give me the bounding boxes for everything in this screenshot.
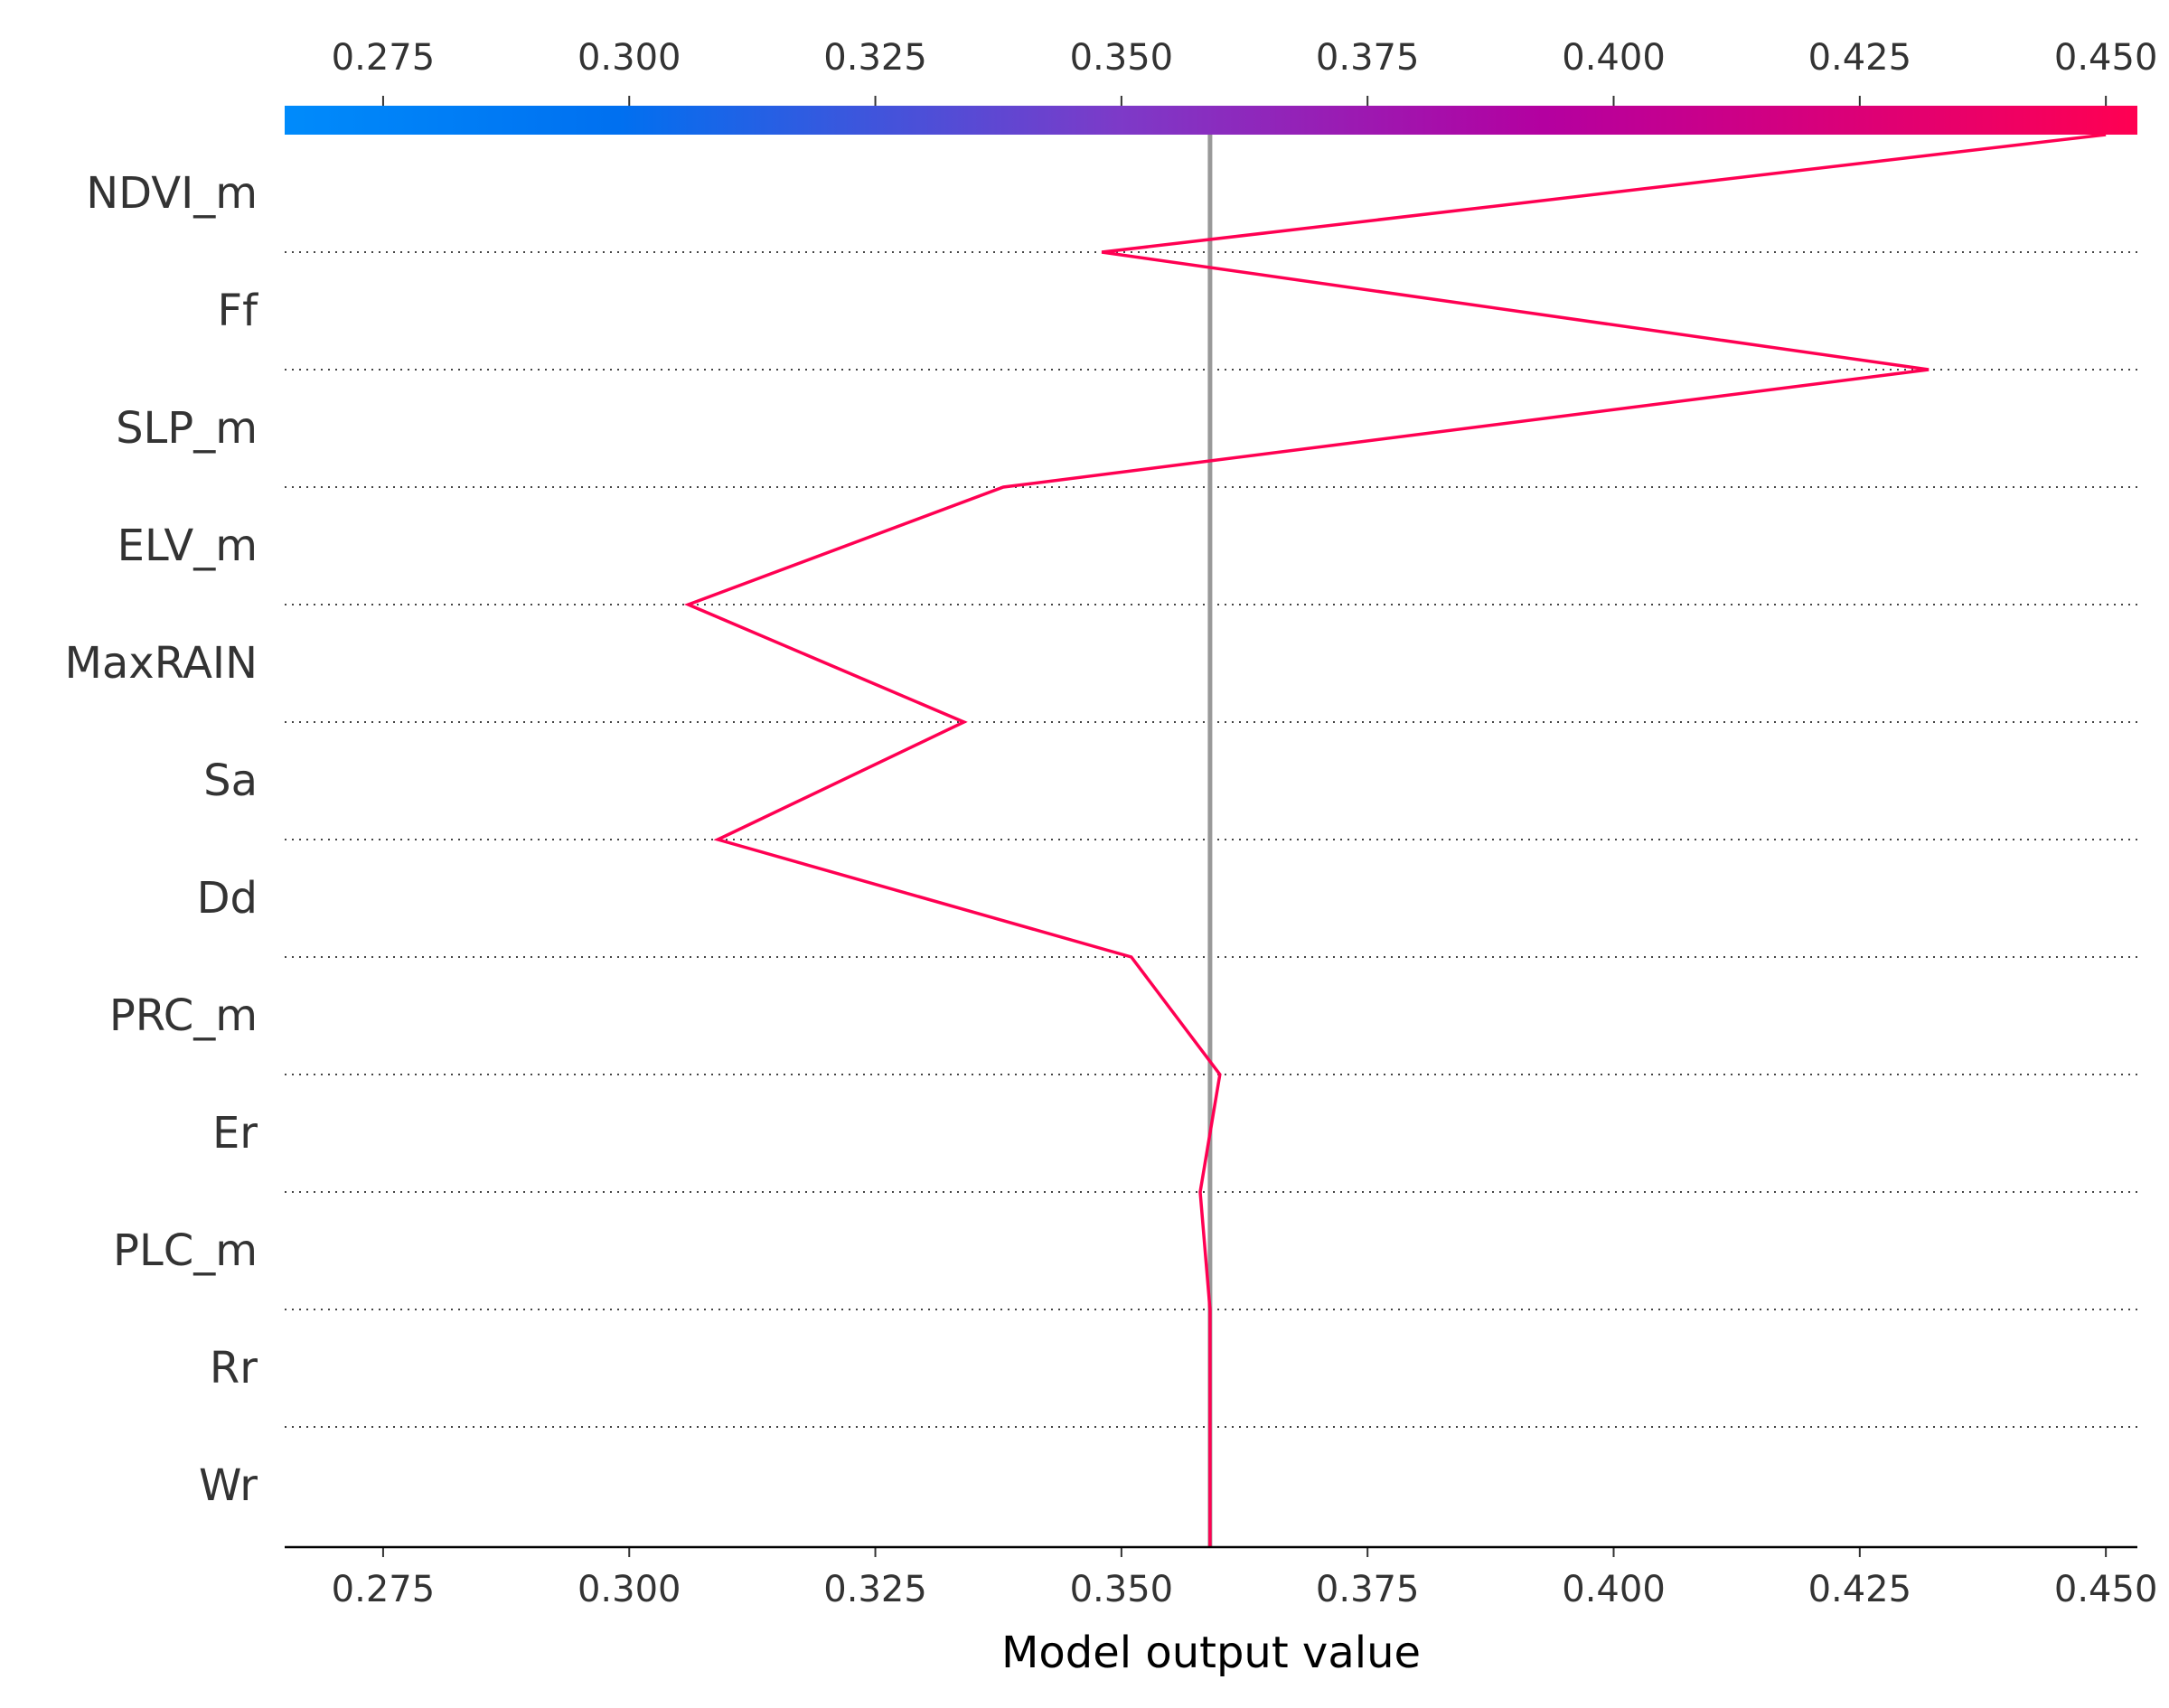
feature-label: Dd <box>197 873 258 924</box>
feature-label: Wr <box>199 1460 258 1511</box>
feature-label: Sa <box>203 755 258 806</box>
bottom-tick-label: 0.425 <box>1808 1569 1912 1610</box>
feature-label: Er <box>212 1108 258 1159</box>
bottom-tick-label: 0.350 <box>1070 1569 1174 1610</box>
top-tick-label: 0.275 <box>332 37 436 79</box>
feature-label: ELV_m <box>117 521 258 571</box>
bottom-tick-label: 0.275 <box>332 1569 436 1610</box>
feature-label: PLC_m <box>113 1225 258 1276</box>
bottom-tick-label: 0.375 <box>1316 1569 1420 1610</box>
top-tick-label: 0.400 <box>1562 37 1666 79</box>
bottom-tick-label: 0.325 <box>823 1569 927 1610</box>
top-tick-label: 0.300 <box>577 37 681 79</box>
x-axis-title: Model output value <box>1001 1628 1421 1678</box>
top-tick-label: 0.350 <box>1070 37 1174 79</box>
feature-label: PRC_m <box>109 990 258 1041</box>
bottom-tick-label: 0.300 <box>577 1569 681 1610</box>
feature-label: NDVI_m <box>86 168 258 219</box>
feature-label: SLP_m <box>116 403 258 454</box>
bottom-axis: 0.275 0.300 0.325 0.350 0.375 0.400 0.425 0.450 <box>332 1547 2158 1610</box>
top-tick-label: 0.325 <box>823 37 927 79</box>
feature-labels: NDVI_m Ff SLP_m ELV_m MaxRAIN Sa Dd PRC_m Er PLC_… <box>64 168 258 1511</box>
bottom-tick-label: 0.400 <box>1562 1569 1666 1610</box>
feature-label: Ff <box>217 286 258 336</box>
colorbar <box>285 106 2137 135</box>
top-axis: 0.275 0.300 0.325 0.350 0.375 0.400 0.425 0.450 <box>332 37 2158 106</box>
top-tick-label: 0.450 <box>2054 37 2158 79</box>
feature-label: MaxRAIN <box>64 638 258 689</box>
top-tick-label: 0.375 <box>1316 37 1420 79</box>
top-tick-label: 0.425 <box>1808 37 1912 79</box>
feature-label: Rr <box>210 1343 258 1394</box>
bottom-tick-label: 0.450 <box>2054 1569 2158 1610</box>
decision-path-line <box>683 133 2107 1547</box>
